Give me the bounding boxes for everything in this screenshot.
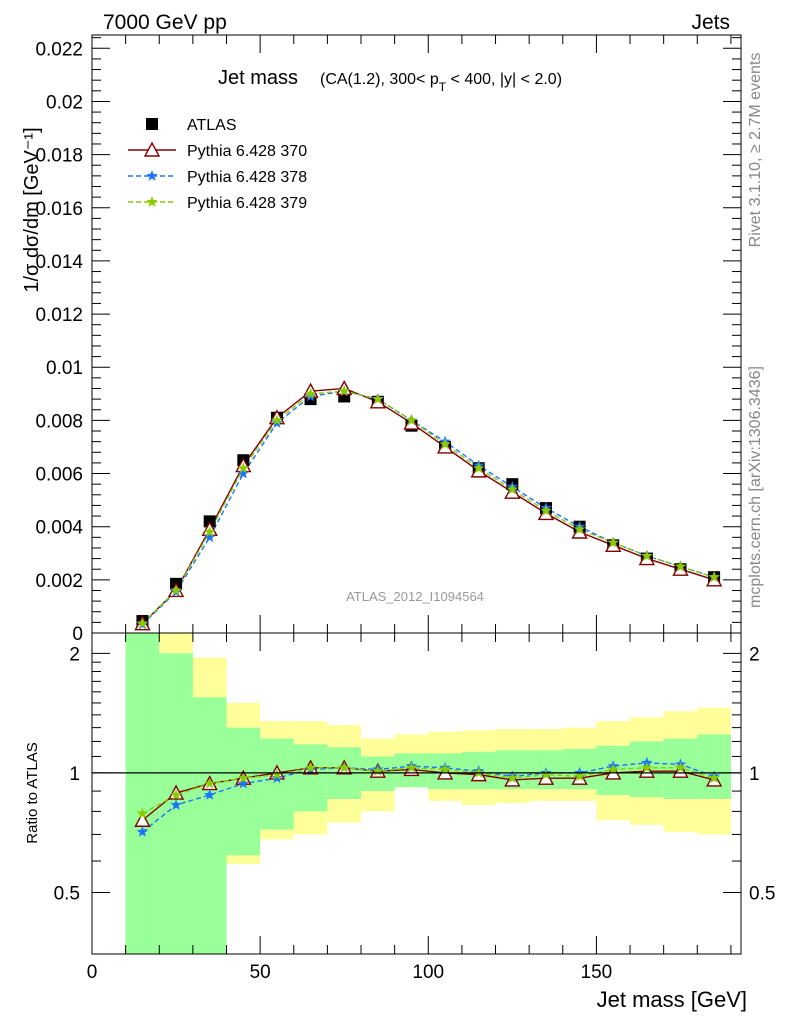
main-y-tick-label: 0.012 [35, 305, 83, 326]
ratio-panel: 0.5 0.5 1 1 2 2 0 50 100 150 Ratio to ATLAS Jet m… [24, 632, 775, 1012]
ratio-band-inner [293, 744, 328, 812]
main-data-point [338, 385, 350, 396]
ratio-data-point [372, 765, 384, 776]
main-data-point [506, 483, 518, 495]
ratio-band-inner [260, 738, 294, 830]
ratio-data-point [573, 770, 586, 782]
main-y-tick-label: 0.022 [35, 39, 83, 60]
ratio-y-tick-label: 1 [69, 764, 80, 785]
x-tick-label: 100 [412, 962, 444, 983]
main-y-tick-label: 0.004 [35, 518, 83, 539]
x-axis-label: Jet mass [GeV] [597, 987, 747, 1012]
legend-marker [146, 170, 158, 181]
ratio-y-axis-label: Ratio to ATLAS [24, 742, 41, 843]
main-data-point [204, 526, 216, 537]
main-data-point [607, 536, 619, 548]
header-right: Jets [691, 11, 730, 34]
ratio-data-point [708, 772, 720, 783]
ratio-y-tick-label-right: 2 [749, 644, 760, 665]
plot-title: Jet mass (CA(1.2), 300< pT < 400, |y| < … [218, 67, 562, 94]
ratio-data-point [607, 763, 619, 775]
ratio-data-point [136, 807, 149, 819]
main-data-point [304, 387, 317, 399]
legend-marker [143, 141, 161, 157]
main-data-point [573, 523, 586, 535]
main-series-line [141, 390, 715, 624]
ratio-frame [91, 632, 742, 955]
watermark: ATLAS_2012_I1094564 [346, 589, 484, 604]
main-data-point [473, 462, 485, 474]
main-y-tick-label: 0 [72, 624, 83, 645]
main-data-point [540, 504, 552, 516]
ratio-data-point [271, 768, 283, 780]
ratio-band-inner [125, 633, 160, 954]
ratio-data-point [271, 772, 283, 783]
legend-marker [146, 196, 158, 207]
ratio-data-point [641, 761, 653, 773]
side-label-bottom: mcplots.cern.ch [arXiv:1306.3436] [747, 366, 764, 608]
ratio-data-point [136, 826, 149, 837]
ratio-data-point [237, 772, 249, 783]
ratio-band-inner [697, 734, 731, 799]
ratio-band-inner [192, 697, 227, 954]
x-tick-label: 50 [250, 962, 271, 983]
legend-label: ATLAS [187, 117, 237, 134]
legend-label: Pythia 6.428 370 [187, 143, 307, 160]
main-data-point [204, 531, 216, 543]
legend-marker [146, 118, 158, 130]
main-y-tick-label: 0.016 [35, 199, 83, 220]
main-y-tick-label: 0.018 [35, 146, 83, 167]
main-y-tick-label: 0.002 [35, 571, 83, 592]
main-data-point [708, 571, 720, 582]
ratio-data-point [170, 799, 182, 810]
title-range: (CA(1.2), 300< pT < 400, |y| < 2.0) [320, 71, 562, 94]
ratio-data-point [237, 777, 249, 789]
legend-label: Pythia 6.428 378 [187, 169, 307, 186]
ratio-band-inner [226, 727, 261, 856]
main-data-point [372, 393, 384, 404]
side-label-top: Rivet 3.1.10, ≥ 2.7M events [747, 53, 764, 248]
main-y-tick-label: 0.006 [35, 465, 83, 486]
main-data-point [136, 617, 149, 629]
ratio-data-point [540, 768, 552, 780]
ratio-data-point [405, 761, 418, 773]
main-data-point [641, 549, 653, 561]
x-tick-label: 150 [581, 962, 613, 983]
title-main: Jet mass [218, 67, 298, 89]
header-left: 7000 GeV pp [103, 11, 227, 34]
ratio-data-point [204, 777, 216, 789]
legend: ATLAS Pythia 6.428 370 Pythia 6.428 378 Pyt… [128, 117, 307, 212]
ratio-y-tick-label-right: 0.5 [749, 883, 775, 904]
ratio-y-tick-label: 0.5 [54, 883, 80, 904]
ratio-data-point [304, 761, 317, 773]
main-data-point [170, 584, 182, 596]
legend-label: Pythia 6.428 379 [187, 195, 307, 212]
main-y-tick-label: 0.02 [46, 92, 83, 113]
ratio-data-point [439, 763, 451, 775]
ratio-data-point [506, 772, 518, 783]
main-data-point [439, 438, 451, 450]
main-y-axis-label: 1/σ dσ/dm [GeV⁻¹] [21, 127, 43, 292]
x-tick-label: 0 [87, 962, 98, 983]
main-y-tick-label: 0.008 [35, 411, 83, 432]
main-series-line [141, 390, 715, 625]
main-data-point [271, 414, 283, 426]
main-panel: ATLAS_2012_I1094564 Jet mass (CA(1.2), 3… [21, 34, 742, 645]
ratio-series-line [142, 762, 715, 833]
main-data-point [405, 414, 418, 426]
main-y-tick-label: 0.014 [35, 252, 83, 273]
main-y-tick-label: 0.01 [46, 358, 83, 379]
ratio-data-point [204, 788, 216, 800]
ratio-data-point [674, 761, 687, 773]
ratio-y-tick-label-right: 1 [749, 764, 760, 785]
ratio-data-point [638, 762, 656, 778]
main-data-point [674, 560, 687, 572]
ratio-data-point [170, 788, 182, 800]
main-data-point [237, 462, 249, 474]
ratio-data-point [672, 762, 689, 778]
ratio-data-point [338, 761, 350, 773]
ratio-y-tick-label: 2 [69, 644, 80, 665]
main-data-point [237, 467, 249, 479]
